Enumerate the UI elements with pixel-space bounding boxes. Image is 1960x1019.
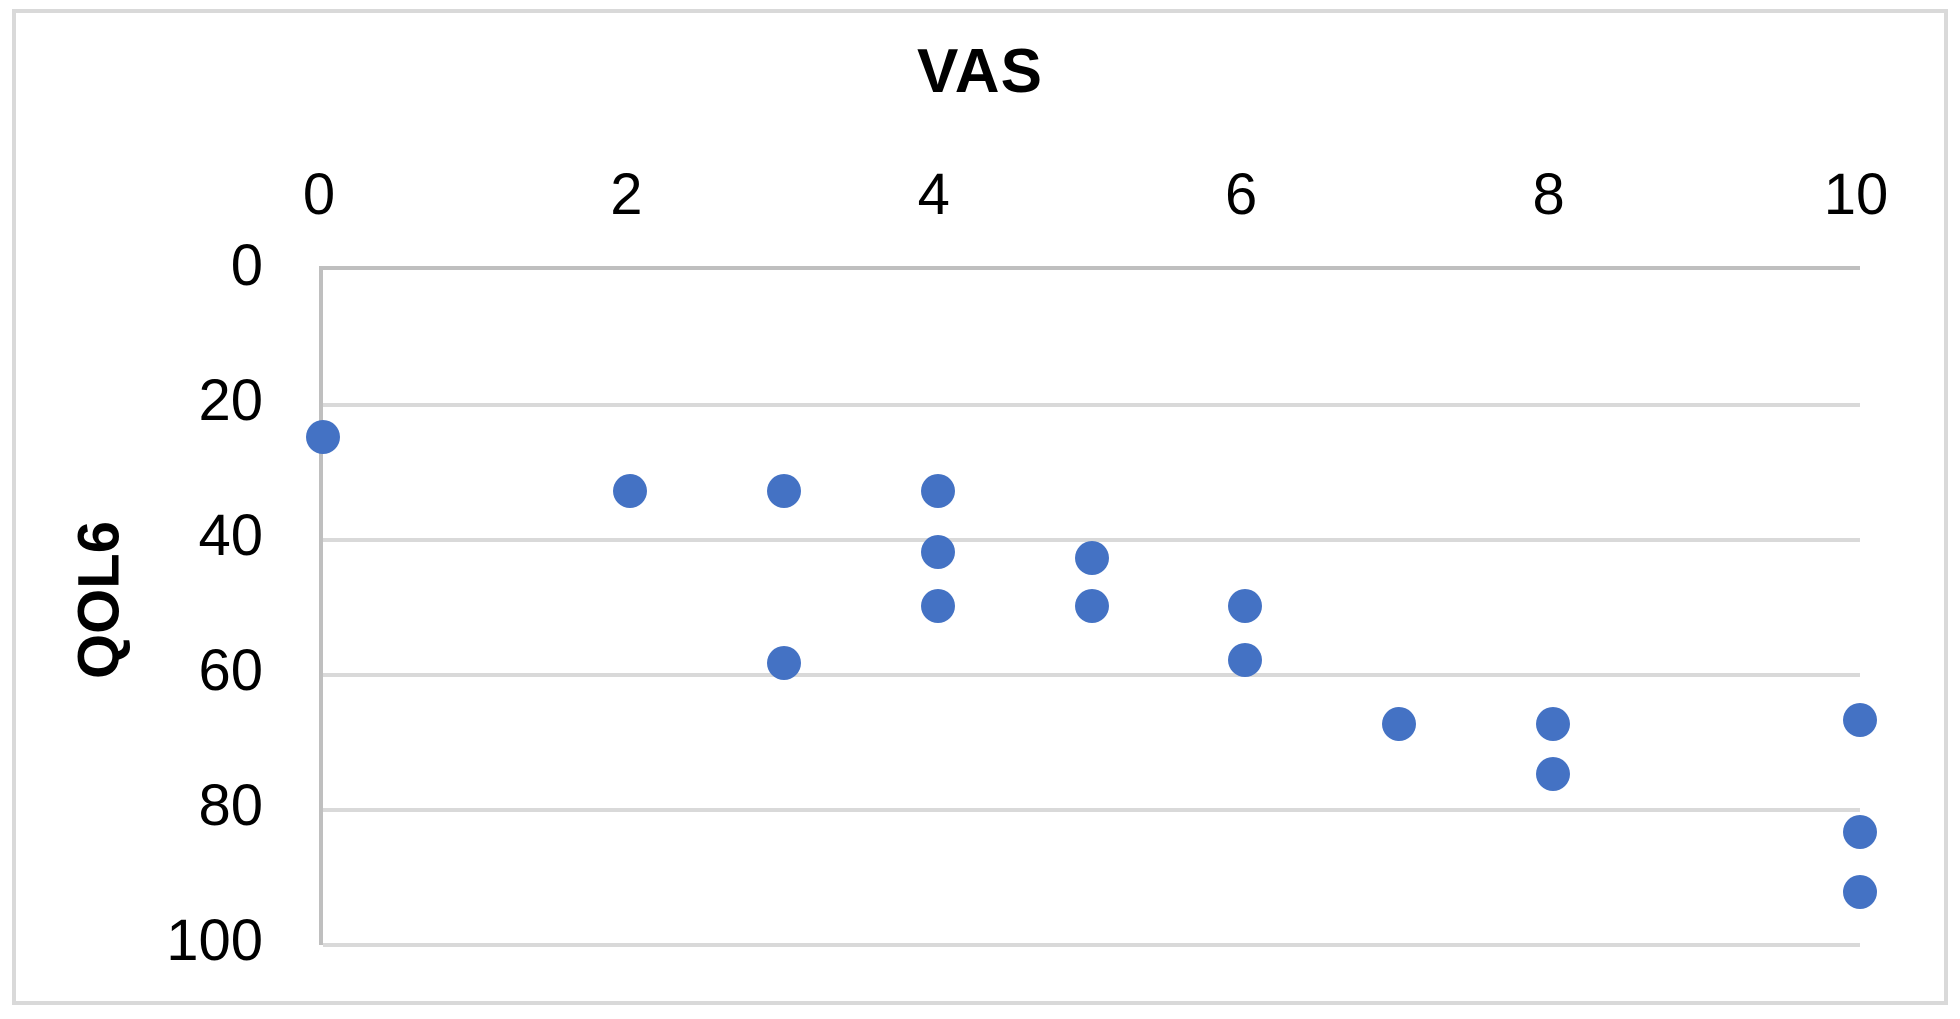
data-point [1843, 703, 1877, 738]
y-tick-label: 20 [198, 368, 263, 433]
data-point [1381, 706, 1416, 741]
data-point [613, 473, 648, 508]
data-point [767, 473, 802, 508]
data-point [1535, 706, 1570, 741]
y-tick-label: 60 [198, 638, 263, 703]
plot-area [306, 266, 1877, 947]
y-tick-label: 0 [230, 233, 263, 298]
horizontal-gridline [323, 403, 1860, 407]
data-point [1074, 541, 1109, 576]
x-tick-label: 6 [1225, 162, 1258, 227]
data-point [920, 588, 955, 623]
y-tick-label: 40 [198, 503, 263, 568]
data-point [1535, 757, 1570, 792]
horizontal-gridline [323, 808, 1860, 812]
y-tick-label: 80 [198, 773, 263, 838]
data-point [1228, 588, 1263, 623]
data-point [767, 645, 802, 680]
horizontal-gridline [323, 538, 1860, 542]
horizontal-gridline [323, 943, 1860, 947]
x-tick-label: 4 [917, 162, 950, 227]
x-tick-label: 10 [1823, 162, 1889, 227]
x-tick-label: 2 [610, 162, 643, 227]
x-tick-label: 0 [302, 162, 336, 227]
data-point [1074, 588, 1109, 623]
data-point [1228, 642, 1263, 677]
data-point [920, 534, 955, 569]
data-point [1843, 875, 1877, 910]
chart-title: VAS [917, 37, 1043, 106]
data-point [1843, 814, 1877, 849]
y-tick-label: 100 [166, 908, 263, 973]
data-point [306, 419, 340, 454]
data-point [920, 473, 955, 508]
x-tick-label: 8 [1532, 162, 1565, 227]
horizontal-gridline [323, 673, 1860, 677]
